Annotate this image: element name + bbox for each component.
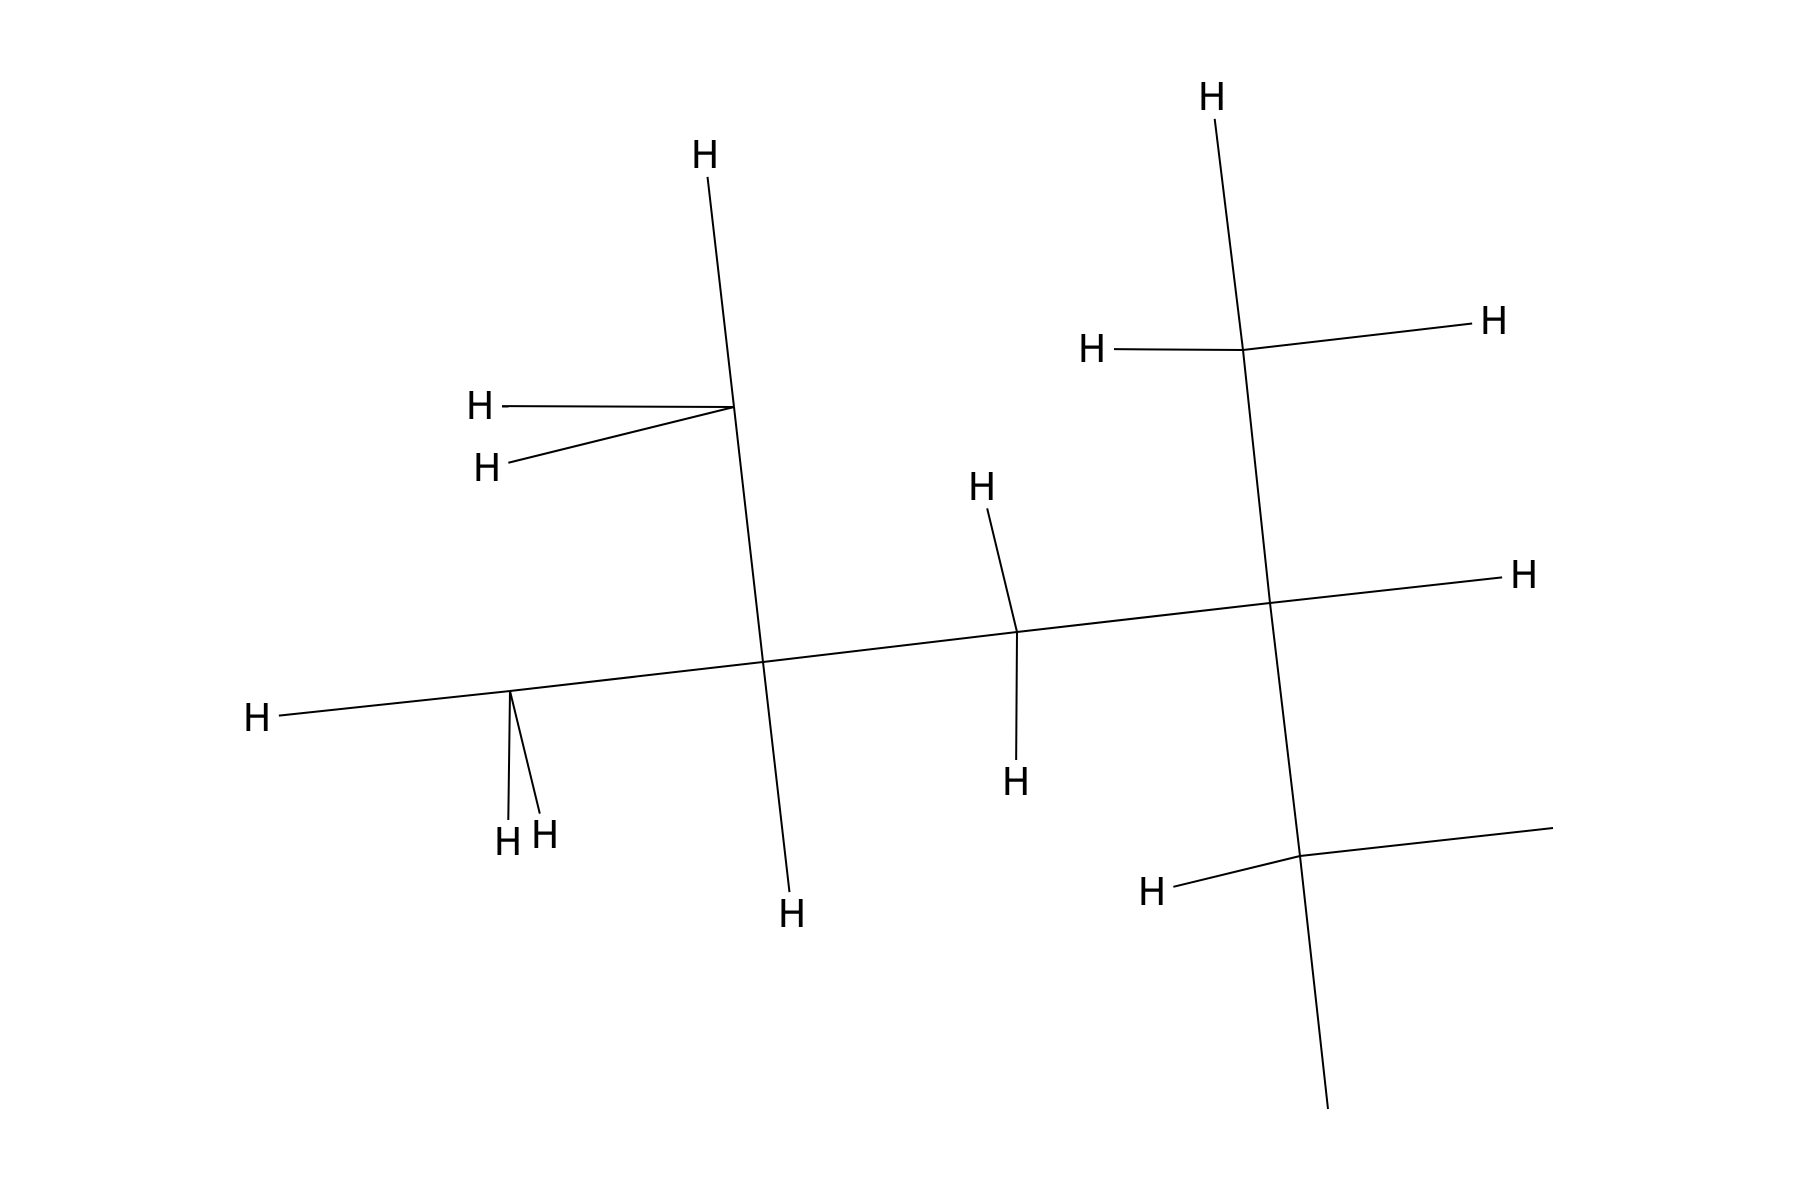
bond-C6-H11 bbox=[1213, 118, 1244, 351]
atom-label-h8: H bbox=[968, 465, 997, 509]
bond-C7-H16 bbox=[1299, 855, 1329, 1110]
bond-C3-H5 bbox=[501, 405, 735, 408]
bond-C3-H6 bbox=[508, 406, 735, 464]
bond-C1-H3 bbox=[509, 690, 541, 814]
bond-C4-H8 bbox=[986, 508, 1018, 633]
bond-C2-H7 bbox=[762, 661, 791, 893]
atom-label-h11: H bbox=[1198, 75, 1227, 119]
atom-label-h12: H bbox=[1078, 327, 1107, 371]
bond-C5-C7 bbox=[1269, 602, 1301, 857]
bond-C2-C3 bbox=[733, 406, 764, 663]
atom-label-h9: H bbox=[1002, 760, 1031, 804]
bond-C1-H2 bbox=[507, 690, 511, 821]
bond-C2-C4 bbox=[762, 631, 1018, 663]
atom-label-h2: H bbox=[494, 820, 523, 864]
atom-label-h4: H bbox=[691, 133, 720, 177]
bond-C1-C2 bbox=[509, 661, 764, 692]
bond-C6-H12 bbox=[1113, 348, 1244, 351]
atom-label-h7: H bbox=[778, 892, 807, 936]
bond-C3-H4 bbox=[706, 176, 735, 408]
atom-label-h1: H bbox=[243, 696, 272, 740]
bond-C4-C5 bbox=[1016, 602, 1271, 633]
atom-label-h14: H bbox=[1138, 870, 1167, 914]
bonds bbox=[278, 118, 1554, 1110]
bond-C5-C6 bbox=[1242, 349, 1271, 604]
bond-C7-H15 bbox=[1299, 827, 1554, 857]
bond-C7-H14 bbox=[1173, 855, 1301, 888]
bond-C5-H10 bbox=[1269, 576, 1503, 604]
atom-label-h13: H bbox=[1480, 299, 1509, 343]
bond-C6-H13 bbox=[1242, 322, 1473, 351]
bond-C1-H1 bbox=[278, 690, 511, 717]
atom-label-h10: H bbox=[1510, 553, 1539, 597]
atom-label-h5: H bbox=[466, 384, 495, 428]
bond-C4-H9 bbox=[1015, 631, 1018, 761]
atom-label-h6: H bbox=[473, 446, 502, 490]
atom-label-h3: H bbox=[531, 813, 560, 857]
